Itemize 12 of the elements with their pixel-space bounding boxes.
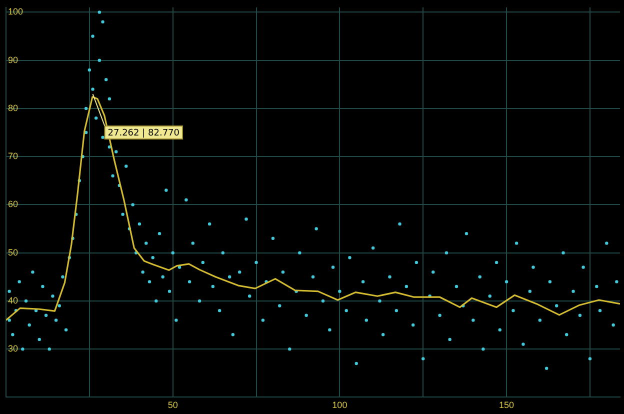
y-tick-label: 100	[8, 6, 24, 17]
y-tick-label: 30	[8, 344, 18, 354]
y-tick-label: 40	[8, 295, 18, 306]
x-tick-label: 100	[332, 400, 348, 410]
x-tick-label: 50	[168, 400, 178, 410]
y-tick-label: 90	[8, 54, 18, 65]
y-tick-label: 70	[8, 151, 18, 162]
annotation: 27.262 | 82.770	[108, 128, 180, 138]
y-tick-label: 50	[8, 247, 18, 258]
x-tick-label: 150	[499, 400, 514, 410]
y-tick-label: 60	[8, 199, 18, 210]
y-tick-label: 80	[8, 102, 18, 113]
